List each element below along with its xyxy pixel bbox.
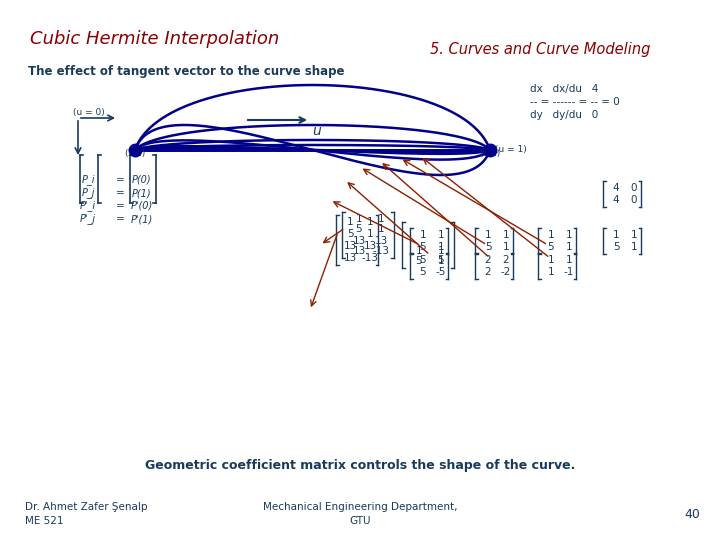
Text: 5: 5 <box>420 255 426 265</box>
Text: P(1): P(1) <box>132 188 152 198</box>
Text: P(0): P(0) <box>132 175 152 185</box>
Text: 13: 13 <box>352 235 366 246</box>
Text: 1: 1 <box>613 230 619 240</box>
Text: Dr. Ahmet Zafer Şenalp: Dr. Ahmet Zafer Şenalp <box>25 502 148 512</box>
Text: 5: 5 <box>420 242 426 252</box>
Text: -2: -2 <box>501 267 511 277</box>
Text: =: = <box>116 188 125 198</box>
Text: 5: 5 <box>485 242 491 252</box>
Text: 13: 13 <box>343 241 356 251</box>
Text: $u$: $u$ <box>312 124 322 138</box>
Text: -- = ------ = -- = 0: -- = ------ = -- = 0 <box>530 97 620 107</box>
Text: P_i: P_i <box>81 174 95 185</box>
Text: Mechanical Engineering Department,: Mechanical Engineering Department, <box>263 502 457 512</box>
Text: =: = <box>116 214 125 224</box>
Text: =: = <box>116 201 125 211</box>
Text: 1: 1 <box>347 217 354 227</box>
Text: 13: 13 <box>364 241 377 251</box>
Text: (5,1): (5,1) <box>480 149 500 158</box>
Text: 1: 1 <box>631 230 637 240</box>
Text: 1: 1 <box>503 242 509 252</box>
Text: 5: 5 <box>438 255 444 265</box>
Text: (u = 1): (u = 1) <box>495 145 527 154</box>
Text: P'(0): P'(0) <box>131 201 153 211</box>
Text: P'(1): P'(1) <box>131 214 153 224</box>
Text: (1,1): (1,1) <box>125 149 145 158</box>
Text: Cubic Hermite Interpolation: Cubic Hermite Interpolation <box>30 30 279 48</box>
Text: 40: 40 <box>684 508 700 521</box>
Text: GTU: GTU <box>349 516 371 526</box>
Text: 5: 5 <box>548 242 554 252</box>
Text: 5: 5 <box>415 256 423 267</box>
Text: 2: 2 <box>503 255 509 265</box>
Text: 1: 1 <box>485 230 491 240</box>
Text: The effect of tangent vector to the curve shape: The effect of tangent vector to the curv… <box>28 65 344 78</box>
Text: 1: 1 <box>366 217 373 227</box>
Text: P'_i: P'_i <box>80 200 96 212</box>
Text: 5: 5 <box>347 229 354 239</box>
Text: 5. Curves and Curve Modeling: 5. Curves and Curve Modeling <box>430 42 650 57</box>
Text: P'_j: P'_j <box>80 213 96 225</box>
Text: 1: 1 <box>438 256 444 267</box>
Text: -5: -5 <box>436 267 446 277</box>
Text: 13: 13 <box>343 253 356 263</box>
Text: 1: 1 <box>378 225 384 234</box>
Text: dy   dy/du   0: dy dy/du 0 <box>530 110 598 120</box>
Text: 1: 1 <box>378 213 384 224</box>
Text: 13: 13 <box>352 246 366 256</box>
Text: 5: 5 <box>356 225 362 234</box>
Text: 13: 13 <box>374 235 387 246</box>
Text: dx   dx/du   4: dx dx/du 4 <box>530 84 598 94</box>
Text: 1: 1 <box>566 230 572 240</box>
Text: 1: 1 <box>548 267 554 277</box>
Text: 1: 1 <box>438 230 444 240</box>
Text: 1: 1 <box>420 230 426 240</box>
Text: 5: 5 <box>420 267 426 277</box>
Text: 0: 0 <box>631 195 637 205</box>
Text: 1: 1 <box>366 229 373 239</box>
Text: 1: 1 <box>548 255 554 265</box>
Text: 4: 4 <box>613 183 619 193</box>
Text: 1: 1 <box>415 246 423 255</box>
Text: 0: 0 <box>631 183 637 193</box>
Text: -1: -1 <box>564 267 574 277</box>
Text: -13: -13 <box>361 253 379 263</box>
Text: Geometric coefficient matrix controls the shape of the curve.: Geometric coefficient matrix controls th… <box>145 459 575 472</box>
Text: ME 521: ME 521 <box>25 516 63 526</box>
Text: 1: 1 <box>356 213 362 224</box>
Text: 5: 5 <box>613 242 619 252</box>
Text: 1: 1 <box>438 242 444 252</box>
Text: 1: 1 <box>548 230 554 240</box>
Text: 1: 1 <box>631 242 637 252</box>
Text: 2: 2 <box>485 255 491 265</box>
Text: -13: -13 <box>372 246 390 256</box>
Text: 1: 1 <box>566 242 572 252</box>
Text: 1: 1 <box>503 230 509 240</box>
Text: (u = 0): (u = 0) <box>73 108 104 117</box>
Text: 1: 1 <box>438 246 444 255</box>
Text: 4: 4 <box>613 195 619 205</box>
Text: 1: 1 <box>566 255 572 265</box>
Text: 2: 2 <box>485 267 491 277</box>
Text: P_j: P_j <box>81 187 95 199</box>
Text: =: = <box>116 175 125 185</box>
